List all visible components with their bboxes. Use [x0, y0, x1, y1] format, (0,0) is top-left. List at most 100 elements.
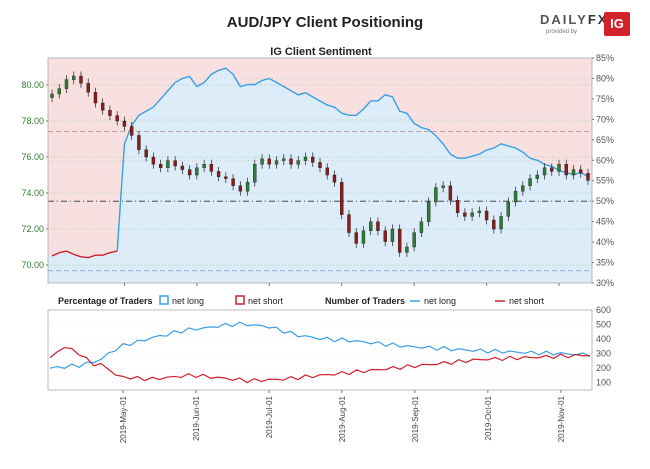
candle-body: [557, 163, 561, 172]
candle-body: [383, 230, 387, 242]
candle-body: [513, 190, 518, 203]
candle-body: [535, 174, 539, 179]
candle-body: [195, 167, 199, 176]
chart-title: AUD/JPY Client Positioning: [226, 14, 424, 31]
date-label: 2019-Oct-01: [484, 395, 493, 440]
candle-body: [419, 221, 424, 233]
candle-body: [455, 199, 460, 213]
top-panel-frame: [47, 57, 593, 284]
candle-body: [260, 158, 264, 165]
candle-body: [521, 185, 525, 192]
percent-tick-label: 40%: [596, 237, 614, 247]
candle-body: [412, 232, 416, 248]
brand-daily: DAILY: [540, 12, 588, 27]
legend-number-label: Number of Traders: [325, 296, 405, 306]
candle-body: [354, 232, 358, 244]
candle-body: [224, 176, 228, 179]
candle-body: [376, 221, 380, 232]
candle-body: [202, 163, 206, 168]
price-tick-label: 70.00: [21, 260, 44, 270]
percent-tick-label: 35%: [596, 258, 614, 268]
candle-body: [158, 163, 163, 168]
legend-number-net-short: net short: [509, 296, 545, 306]
percent-tick-label: 60%: [596, 155, 614, 165]
candle-body: [137, 135, 141, 150]
count-tick-label: 500: [596, 320, 611, 330]
candle-body: [579, 169, 583, 174]
candle-body: [267, 158, 271, 165]
candle-body: [325, 167, 329, 176]
candle-body: [289, 158, 293, 165]
count-tick-label: 400: [596, 334, 611, 344]
candle-body: [441, 185, 445, 188]
count-line-net-long: [49, 321, 591, 369]
candle-body: [122, 120, 127, 127]
percent-tick-label: 70%: [596, 114, 614, 124]
price-tick-label: 80.00: [21, 80, 44, 90]
candle-body: [332, 174, 337, 183]
panel-title: IG Client Sentiment: [270, 46, 372, 58]
candle-body: [499, 216, 503, 230]
candle-body: [506, 201, 511, 217]
candle-body: [340, 181, 344, 215]
price-tick-label: 78.00: [21, 116, 44, 126]
candle-body: [550, 167, 554, 172]
candle-body: [231, 178, 235, 187]
candle-body: [296, 160, 300, 165]
candle-body: [101, 102, 105, 111]
percent-tick-label: 65%: [596, 135, 614, 145]
date-label: 2019-Jul-01: [265, 395, 274, 438]
candle-body: [108, 109, 112, 116]
candle-body: [470, 212, 474, 217]
candle-body: [115, 115, 119, 122]
candle-body: [209, 163, 214, 172]
candle-body: [57, 88, 61, 95]
candle-body: [448, 185, 453, 201]
candle-body: [303, 156, 308, 161]
legend-number-net-long: net long: [424, 296, 456, 306]
brand-fx: FX: [587, 12, 609, 27]
date-label: 2019-Nov-01: [557, 395, 566, 442]
candle-body: [397, 228, 402, 253]
price-tick-label: 76.00: [21, 152, 44, 162]
date-label: 2019-May-01: [119, 395, 128, 443]
percent-tick-label: 85%: [596, 53, 614, 63]
candle-body: [463, 212, 467, 217]
candle-body: [369, 221, 373, 232]
bottom-panel-frame: [47, 309, 593, 391]
candle-body: [318, 162, 322, 168]
candle-body: [238, 185, 243, 192]
sentiment-line-short: [51, 250, 118, 259]
brand-logo: DAILYFX provided by IG: [540, 10, 630, 40]
price-sentiment-panel: IG Client Sentiment 80.00 78.00 76.00 74.00 7…: [21, 46, 614, 288]
candle-body: [528, 178, 532, 187]
count-tick-label: 600: [596, 305, 611, 315]
candle-body: [586, 172, 590, 181]
candle-body: [79, 75, 83, 84]
candle-body: [282, 158, 286, 161]
date-label: 2019-Jun-01: [192, 395, 201, 440]
ig-logo-icon: IG: [604, 12, 630, 36]
candle-body: [187, 169, 192, 176]
candle-body: [311, 156, 315, 163]
date-label: 2019-Aug-01: [338, 395, 347, 442]
candle-body: [144, 149, 148, 158]
candle-body: [434, 187, 438, 203]
legend-long-box: [159, 295, 169, 305]
percent-tick-label: 45%: [596, 217, 614, 227]
traders-count-panel: 600 500 400 300 200 100 2019-May-01 2019-Jun-01…: [47, 305, 611, 443]
brand-byline: provided by: [546, 29, 578, 35]
percent-tick-label: 80%: [596, 73, 614, 83]
candle-body: [564, 163, 568, 176]
candle-body: [274, 160, 279, 165]
candle-body: [477, 210, 482, 213]
sentiment-line-long: [116, 67, 589, 252]
count-tick-label: 100: [596, 378, 611, 388]
candle-body: [484, 210, 489, 221]
date-label: 2019-Sep-01: [411, 395, 420, 442]
candle-body: [253, 163, 257, 183]
candle-body: [542, 167, 547, 176]
count-line-net-short: [49, 346, 591, 384]
candle-body: [86, 82, 90, 93]
